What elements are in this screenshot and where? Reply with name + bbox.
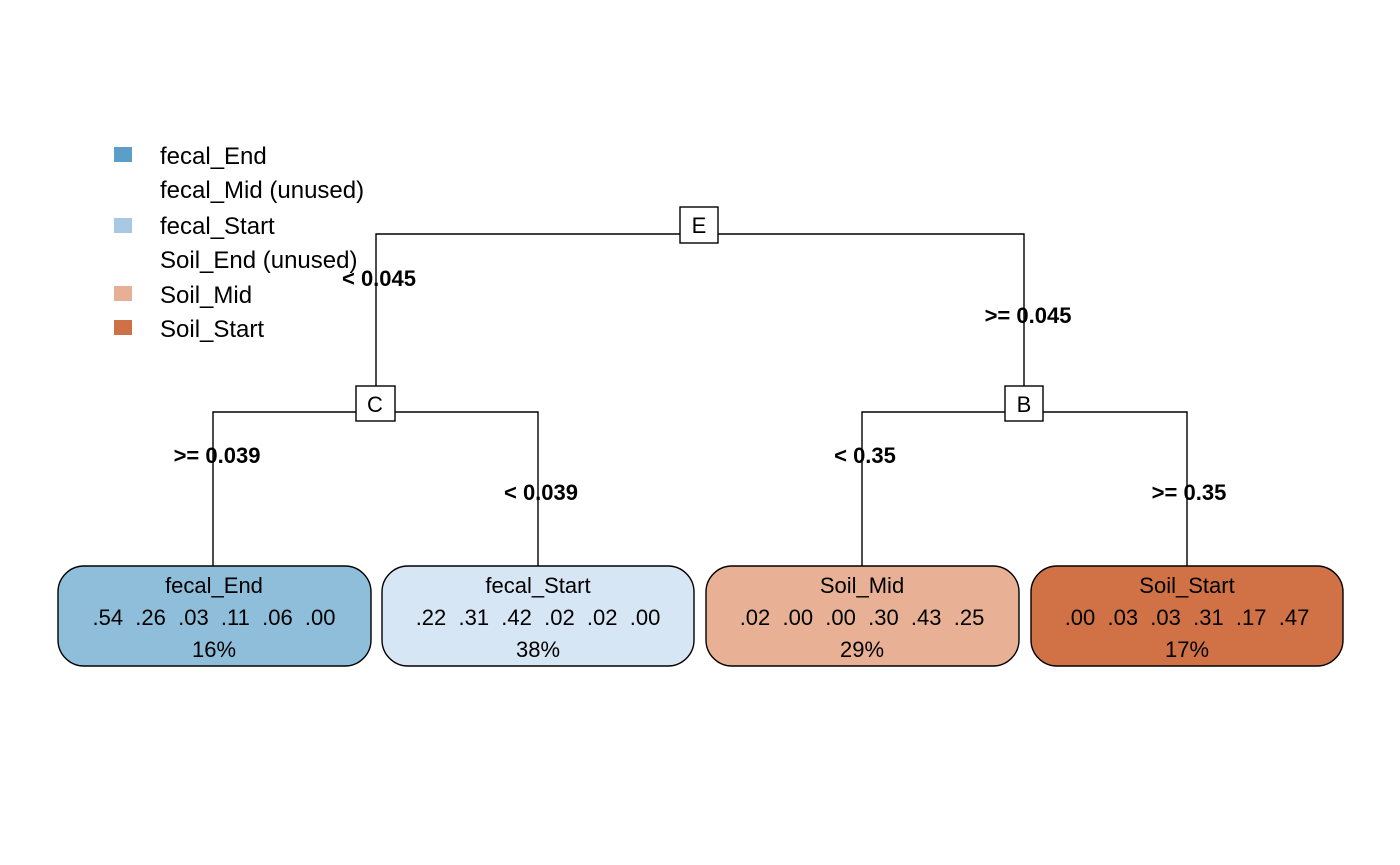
leaf-class-label: fecal_End [165,573,263,598]
legend-label: fecal_Start [160,213,275,240]
leaf-node-box [1030,565,1344,667]
split-node-root: E [679,206,719,244]
leaf-percent: 38% [516,637,560,662]
leaf-class-label: Soil_Start [1139,573,1234,598]
legend-item: fecal_Start [114,213,275,240]
leaf-class-label: Soil_Mid [820,573,904,598]
legend-label: fecal_End [160,143,267,170]
leaf-percent: 16% [192,637,236,662]
legend-swatch [114,218,132,233]
legend-label: Soil_Mid [160,282,252,309]
split-node-label: E [692,213,707,238]
legend-item: Soil_End (unused) [160,247,357,274]
leaf-probabilities: .54 .26 .03 .11 .06 .00 [93,605,336,630]
legend-swatch [114,147,132,162]
legend-swatch [114,320,132,335]
leaf-probabilities: .22 .31 .42 .02 .02 .00 [416,605,661,630]
legend: fecal_End fecal_Mid (unused) fecal_Start… [114,143,364,343]
leaf-node-box [381,565,695,667]
split-node-label: C [367,392,383,417]
leaf-node-box [57,565,372,667]
leaf-node-soil-mid: Soil_Mid .02 .00 .00 .30 .43 .25 29% [705,565,1020,667]
split-node-box [679,206,719,244]
edge-label-node-c-left: >= 0.039 [174,443,261,468]
leaf-node-fecal-start: fecal_Start .22 .31 .42 .02 .02 .00 38% [381,565,695,667]
leaf-node-soil-start: Soil_Start .00 .03 .03 .31 .17 .47 17% [1030,565,1344,667]
leaf-percent: 29% [840,637,884,662]
leaf-percent: 17% [1165,637,1209,662]
edge-node-b [861,411,1188,566]
edge-label-root-left: < 0.045 [342,266,416,291]
legend-item: Soil_Start [114,316,264,343]
edge-root [375,233,1025,395]
leaf-node-fecal-end: fecal_End .54 .26 .03 .11 .06 .00 16% [57,565,372,667]
legend-item: fecal_End [114,143,267,170]
leaf-probabilities: .02 .00 .00 .30 .43 .25 [740,605,985,630]
legend-label: fecal_Mid (unused) [160,177,364,204]
legend-item: fecal_Mid (unused) [160,177,364,204]
leaf-node-box [705,565,1020,667]
split-node-label: B [1017,392,1032,417]
split-node-box [355,385,396,422]
edge-label-node-b-left: < 0.35 [834,443,896,468]
legend-item: Soil_Mid [114,282,252,309]
leaf-probabilities: .00 .03 .03 .31 .17 .47 [1065,605,1310,630]
edge-label-node-c-right: < 0.039 [504,480,578,505]
legend-label: Soil_Start [160,316,264,343]
split-node-c: C [355,385,396,422]
edge-labels: < 0.045 >= 0.045 >= 0.039 < 0.039 < 0.35… [174,266,1227,505]
split-node-b: B [1004,385,1044,422]
split-node-box [1004,385,1044,422]
legend-label: Soil_End (unused) [160,247,357,274]
legend-swatch [114,286,132,301]
edge-label-node-b-right: >= 0.35 [1152,480,1227,505]
edge-node-c [212,411,539,566]
edge-label-root-right: >= 0.045 [985,303,1072,328]
leaf-class-label: fecal_Start [485,573,590,598]
